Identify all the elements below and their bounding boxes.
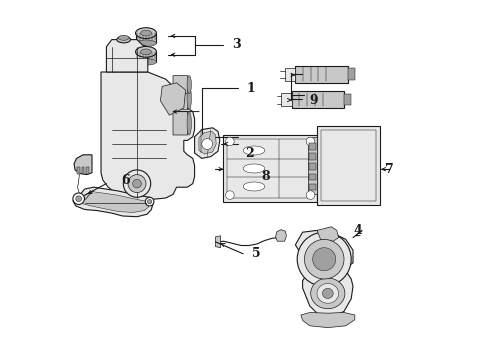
Polygon shape: [195, 128, 220, 158]
Text: 7: 7: [386, 163, 394, 176]
Ellipse shape: [317, 284, 339, 303]
Circle shape: [202, 139, 213, 149]
Bar: [86, 167, 89, 174]
Text: 8: 8: [261, 170, 270, 183]
Ellipse shape: [187, 86, 192, 110]
Text: 2: 2: [245, 147, 254, 159]
Polygon shape: [344, 94, 351, 105]
Ellipse shape: [243, 164, 265, 173]
Text: 5: 5: [252, 247, 261, 260]
Polygon shape: [106, 40, 148, 72]
Text: 9: 9: [310, 94, 318, 107]
Polygon shape: [216, 236, 220, 248]
Polygon shape: [308, 137, 317, 194]
Polygon shape: [223, 135, 317, 202]
Bar: [81, 167, 84, 174]
Ellipse shape: [187, 76, 192, 94]
Polygon shape: [285, 68, 295, 81]
Polygon shape: [275, 230, 286, 241]
Polygon shape: [101, 72, 195, 200]
Polygon shape: [173, 112, 189, 135]
Bar: [309, 174, 316, 180]
Polygon shape: [292, 91, 344, 108]
Circle shape: [225, 137, 234, 146]
Ellipse shape: [118, 35, 129, 40]
Ellipse shape: [311, 278, 345, 309]
Bar: [309, 143, 316, 150]
Circle shape: [128, 175, 146, 193]
Ellipse shape: [136, 40, 156, 46]
Circle shape: [313, 248, 336, 271]
Bar: [317, 126, 380, 205]
Text: 3: 3: [232, 39, 241, 51]
Polygon shape: [160, 83, 186, 115]
Circle shape: [123, 170, 151, 197]
Circle shape: [304, 239, 344, 279]
Circle shape: [306, 191, 315, 199]
Text: 6: 6: [121, 174, 129, 186]
Circle shape: [297, 232, 351, 286]
Polygon shape: [347, 68, 355, 80]
Bar: [321, 130, 376, 201]
Ellipse shape: [136, 46, 156, 57]
Ellipse shape: [141, 30, 151, 36]
Polygon shape: [301, 312, 355, 328]
Bar: [77, 167, 80, 174]
Circle shape: [225, 191, 234, 199]
Ellipse shape: [243, 146, 265, 155]
Bar: [309, 184, 316, 190]
Circle shape: [76, 196, 81, 202]
Bar: [309, 163, 316, 170]
Circle shape: [133, 179, 141, 188]
Ellipse shape: [187, 112, 192, 135]
Polygon shape: [73, 187, 153, 217]
Ellipse shape: [141, 49, 151, 55]
Circle shape: [73, 193, 84, 204]
Ellipse shape: [322, 288, 333, 298]
Ellipse shape: [117, 36, 130, 43]
Circle shape: [147, 199, 152, 204]
Polygon shape: [173, 76, 189, 94]
Polygon shape: [281, 93, 292, 106]
Polygon shape: [78, 192, 148, 212]
Polygon shape: [199, 131, 216, 154]
Polygon shape: [295, 230, 353, 268]
Ellipse shape: [136, 28, 156, 39]
Circle shape: [145, 197, 154, 206]
Text: 4: 4: [353, 224, 362, 237]
Ellipse shape: [136, 59, 156, 65]
Polygon shape: [74, 155, 92, 175]
Polygon shape: [303, 269, 353, 318]
Polygon shape: [173, 86, 189, 110]
Bar: [136, 33, 156, 43]
Bar: [227, 139, 314, 198]
Ellipse shape: [243, 182, 265, 191]
Polygon shape: [295, 66, 347, 83]
Circle shape: [306, 137, 315, 146]
Bar: [136, 52, 156, 62]
Polygon shape: [317, 227, 339, 241]
Bar: [309, 153, 316, 160]
Text: 1: 1: [247, 82, 256, 95]
